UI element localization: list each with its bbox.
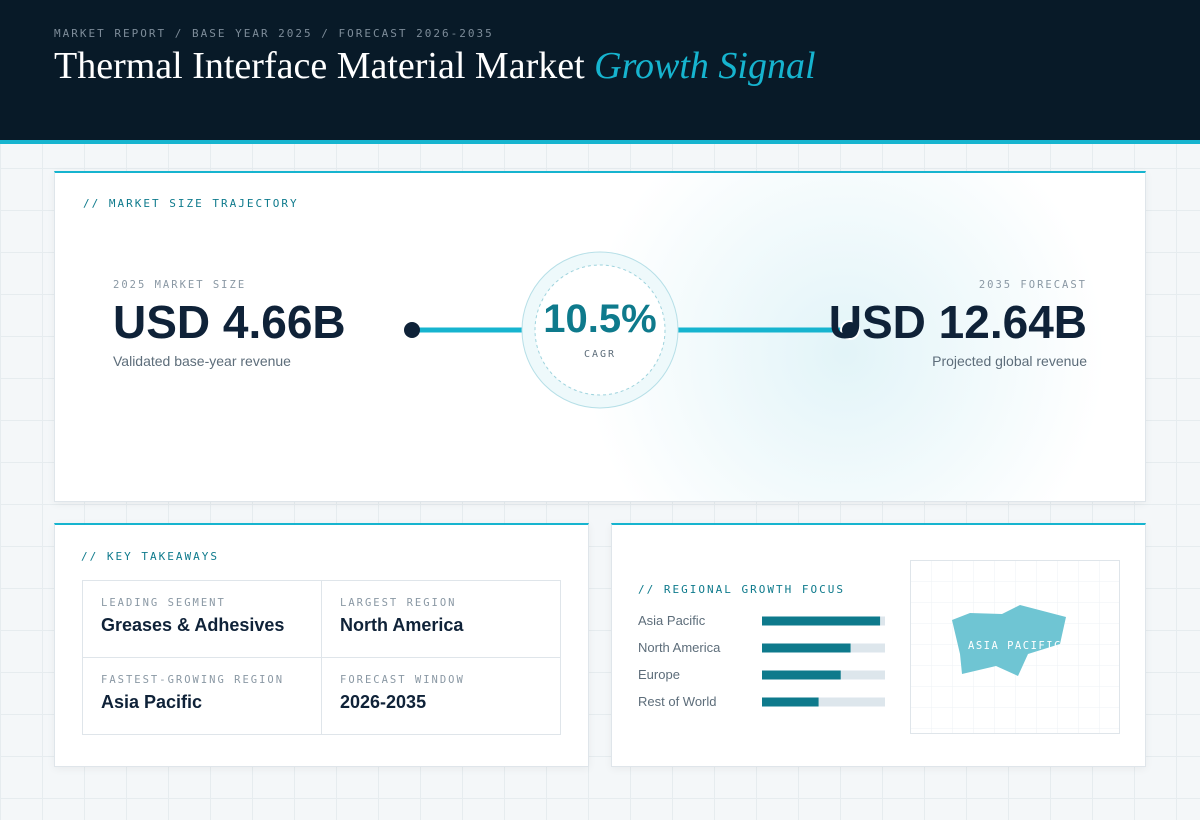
takeaway-cell: FASTEST-GROWING REGION Asia Pacific — [82, 657, 322, 735]
section-label: // REGIONAL GROWTH FOCUS — [638, 583, 845, 596]
takeaway-value: North America — [340, 615, 464, 635]
end-caption: Projected global revenue — [932, 353, 1087, 369]
start-dot — [404, 322, 420, 338]
bar — [762, 616, 881, 626]
start-value: USD 4.66B — [113, 296, 346, 348]
takeaways-card: // KEY TAKEAWAYS LEADING SEGMENT Greases … — [54, 523, 589, 767]
takeaway-cell: FORECAST WINDOW 2026-2035 — [321, 657, 561, 735]
takeaway-value: Asia Pacific — [101, 692, 203, 712]
region-name: Rest of World — [638, 694, 717, 709]
trajectory-card: // MARKET SIZE TRAJECTORY 2025 MARKET SI… — [54, 171, 1146, 502]
region-name: Asia Pacific — [638, 613, 706, 628]
takeaway-label: LARGEST REGION — [340, 597, 457, 609]
map: ASIA PACIFIC — [910, 560, 1120, 734]
map-region — [952, 605, 1066, 676]
takeaway-label: FASTEST-GROWING REGION — [101, 674, 285, 686]
region-name: North America — [638, 640, 721, 655]
bar — [762, 643, 851, 653]
bar — [762, 670, 841, 680]
region-name: Europe — [638, 667, 680, 682]
takeaway-value: Greases & Adhesives — [101, 615, 285, 635]
takeaway-label: FORECAST WINDOW — [340, 674, 465, 686]
map-label: ASIA PACIFIC — [968, 640, 1062, 652]
section-label: // MARKET SIZE TRAJECTORY — [83, 197, 299, 210]
start-label: 2025 MARKET SIZE — [113, 279, 247, 291]
section-label: // KEY TAKEAWAYS — [81, 550, 219, 563]
title-wrap: Thermal Interface Material Market Growth… — [54, 44, 816, 88]
end-dot — [840, 320, 860, 340]
trajectory-graphic — [404, 251, 860, 409]
end-value: USD 12.64B — [828, 296, 1087, 348]
end-label: 2035 FORECAST — [978, 279, 1087, 291]
regional-card: // REGIONAL GROWTH FOCUS Asia Pacific Nor… — [611, 523, 1146, 767]
bar — [762, 697, 819, 707]
takeaway-cell: LEADING SEGMENT Greases & Adhesives — [82, 580, 322, 658]
title: Thermal Interface Material Market — [54, 45, 585, 87]
bar-track — [762, 697, 885, 707]
header: MARKET REPORT / BASE YEAR 2025 / FORECAS… — [0, 0, 1200, 144]
regional-bars: Asia Pacific North America Europe Rest of W… — [638, 613, 885, 709]
takeaway-label: LEADING SEGMENT — [101, 597, 226, 609]
cagr-inner — [534, 264, 666, 396]
start-caption: Validated base-year revenue — [113, 353, 291, 369]
eyebrow: MARKET REPORT / BASE YEAR 2025 / FORECAS… — [54, 27, 494, 40]
cagr-value: 10.5% — [543, 297, 657, 341]
cagr-label: CAGR — [583, 349, 617, 360]
takeaway-cell: LARGEST REGION North America — [321, 580, 561, 658]
title-accent: Growth Signal — [594, 45, 816, 87]
takeaway-value: 2026-2035 — [340, 692, 427, 712]
